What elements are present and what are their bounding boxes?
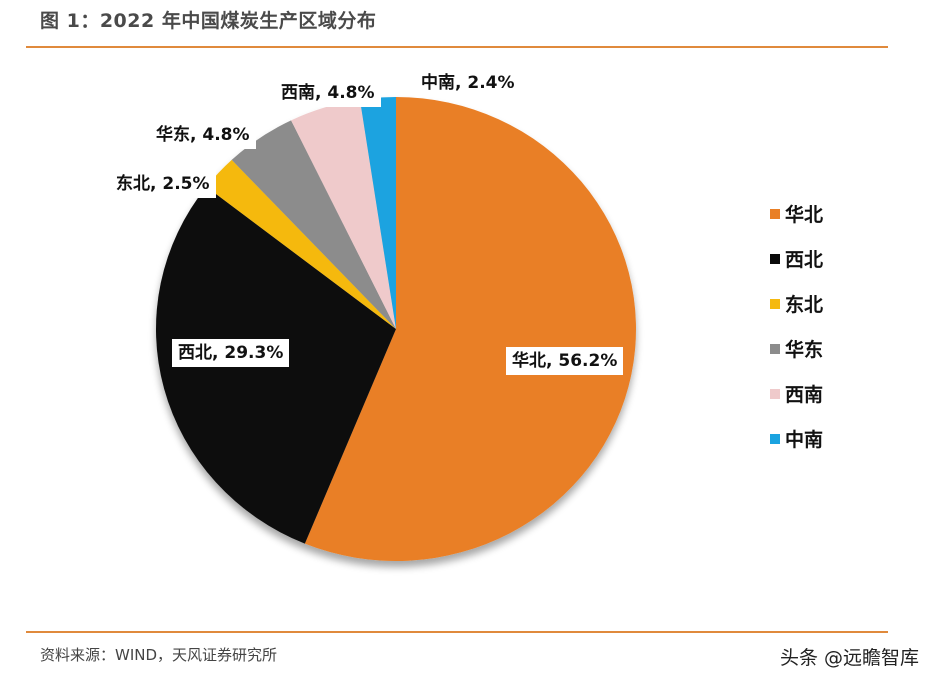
legend-swatch bbox=[770, 343, 780, 354]
watermark: 头条 @远瞻智库 bbox=[779, 647, 919, 669]
legend-swatch bbox=[770, 253, 780, 264]
top-divider bbox=[26, 46, 888, 48]
legend-item-huabei: 华北 bbox=[770, 191, 823, 236]
pie-slice-华东 bbox=[231, 120, 396, 329]
legend-swatch bbox=[770, 433, 780, 444]
legend-swatch bbox=[770, 298, 780, 309]
pie-slice-东北 bbox=[206, 159, 396, 329]
legend-item-huadong: 华东 bbox=[770, 326, 823, 371]
source-note: 资料来源：WIND，天风证券研究所 bbox=[40, 646, 278, 664]
legend-item-zhongnan: 中南 bbox=[770, 416, 823, 461]
data-label-huabei: 华北, 56.2% bbox=[506, 347, 624, 375]
data-label-zhongnan: 中南, 2.4% bbox=[415, 69, 521, 97]
pie-slice-西南 bbox=[291, 99, 396, 329]
legend-swatch bbox=[770, 388, 780, 399]
data-label-xibei: 西北, 29.3% bbox=[172, 339, 290, 367]
data-label-dongbei: 东北, 2.5% bbox=[110, 170, 216, 198]
legend-item-xinan: 西南 bbox=[770, 371, 823, 416]
figure-title: 图 1：2022 年中国煤炭生产区域分布 bbox=[40, 10, 377, 32]
chart-legend: 华北 西北 东北 华东 西南 中南 bbox=[770, 191, 823, 461]
legend-item-xibei: 西北 bbox=[770, 236, 823, 281]
legend-item-dongbei: 东北 bbox=[770, 281, 823, 326]
legend-swatch bbox=[770, 208, 780, 219]
pie-slice-华北 bbox=[304, 97, 637, 561]
bottom-divider bbox=[26, 631, 888, 633]
data-label-huadong: 华东, 4.8% bbox=[150, 121, 256, 149]
data-label-xinan: 西南, 4.8% bbox=[275, 79, 381, 107]
pie-slice-中南 bbox=[359, 97, 396, 329]
